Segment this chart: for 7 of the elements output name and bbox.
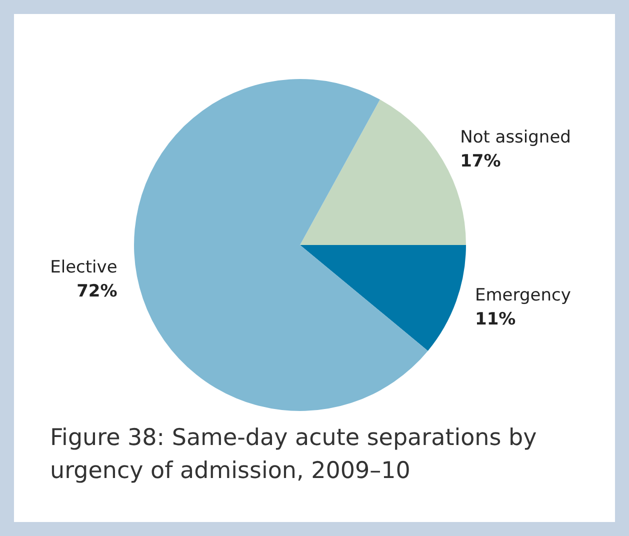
text: Figure 38: Same-day acute separations by urgency of admission, 2009–10 <box>50 424 538 486</box>
data-label: 11% <box>475 309 516 330</box>
data-label: 17% <box>460 152 501 172</box>
slice-label: Elective <box>50 257 118 278</box>
data-label: 72% <box>76 281 118 302</box>
slice-label: Emergency <box>475 285 571 306</box>
slice-label: Not assigned <box>460 128 571 148</box>
